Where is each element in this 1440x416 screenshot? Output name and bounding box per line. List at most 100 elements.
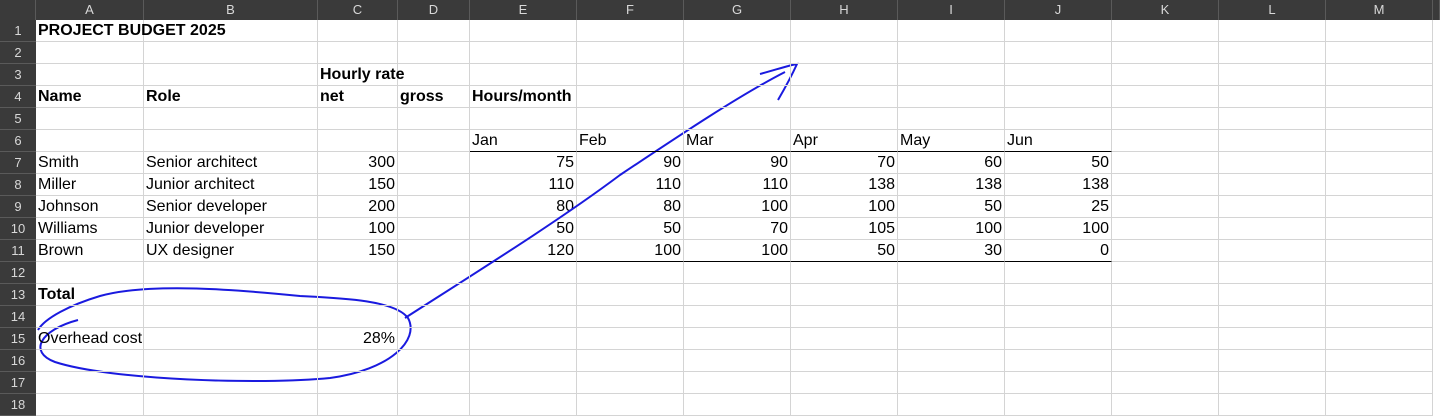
row-header-17[interactable]: 17	[0, 372, 36, 394]
cell-D5[interactable]	[398, 108, 470, 130]
cell-I4[interactable]	[898, 86, 1005, 108]
cell-C17[interactable]	[318, 372, 398, 394]
row-header-16[interactable]: 16	[0, 350, 36, 372]
cell-C1[interactable]	[318, 20, 398, 42]
cell-A4[interactable]: Name	[36, 86, 144, 108]
cell-D13[interactable]	[398, 284, 470, 306]
cell-C9[interactable]: 200	[318, 196, 398, 218]
cell-D10[interactable]	[398, 218, 470, 240]
cell-J15[interactable]	[1005, 328, 1112, 350]
cell-B8[interactable]: Junior architect	[144, 174, 318, 196]
cell-H8[interactable]: 138	[791, 174, 898, 196]
cell-K7[interactable]	[1112, 152, 1219, 174]
cell-H6[interactable]: Apr	[791, 130, 898, 152]
cell-L12[interactable]	[1219, 262, 1326, 284]
cell-H14[interactable]	[791, 306, 898, 328]
cell-M1[interactable]	[1326, 20, 1433, 42]
cell-G14[interactable]	[684, 306, 791, 328]
cell-K11[interactable]	[1112, 240, 1219, 262]
cell-G2[interactable]	[684, 42, 791, 64]
cell-M17[interactable]	[1326, 372, 1433, 394]
cell-C12[interactable]	[318, 262, 398, 284]
cell-B13[interactable]	[144, 284, 318, 306]
cell-B12[interactable]	[144, 262, 318, 284]
row-header-15[interactable]: 15	[0, 328, 36, 350]
cell-J13[interactable]	[1005, 284, 1112, 306]
cell-A12[interactable]	[36, 262, 144, 284]
cell-B11[interactable]: UX designer	[144, 240, 318, 262]
cell-G18[interactable]	[684, 394, 791, 416]
cell-E12[interactable]	[470, 262, 577, 284]
cell-I6[interactable]: May	[898, 130, 1005, 152]
cell-G3[interactable]	[684, 64, 791, 86]
row-header-2[interactable]: 2	[0, 42, 36, 64]
cell-J8[interactable]: 138	[1005, 174, 1112, 196]
cell-J7[interactable]: 50	[1005, 152, 1112, 174]
cell-F17[interactable]	[577, 372, 684, 394]
cell-E15[interactable]	[470, 328, 577, 350]
cell-J18[interactable]	[1005, 394, 1112, 416]
cell-J14[interactable]	[1005, 306, 1112, 328]
cell-M8[interactable]	[1326, 174, 1433, 196]
cell-L5[interactable]	[1219, 108, 1326, 130]
cell-B18[interactable]	[144, 394, 318, 416]
cell-J11[interactable]: 0	[1005, 240, 1112, 262]
cell-G6[interactable]: Mar	[684, 130, 791, 152]
cell-H9[interactable]: 100	[791, 196, 898, 218]
cell-A2[interactable]	[36, 42, 144, 64]
cell-I5[interactable]	[898, 108, 1005, 130]
cell-D8[interactable]	[398, 174, 470, 196]
cell-K9[interactable]	[1112, 196, 1219, 218]
cell-F11[interactable]: 100	[577, 240, 684, 262]
cell-F5[interactable]	[577, 108, 684, 130]
cell-B17[interactable]	[144, 372, 318, 394]
cell-H11[interactable]: 50	[791, 240, 898, 262]
cell-L4[interactable]	[1219, 86, 1326, 108]
cell-H3[interactable]	[791, 64, 898, 86]
column-header-F[interactable]: F	[577, 0, 684, 20]
cell-D4[interactable]: gross	[398, 86, 470, 108]
cell-I2[interactable]	[898, 42, 1005, 64]
cell-H15[interactable]	[791, 328, 898, 350]
cell-K5[interactable]	[1112, 108, 1219, 130]
cell-L16[interactable]	[1219, 350, 1326, 372]
row-header-11[interactable]: 11	[0, 240, 36, 262]
cell-F13[interactable]	[577, 284, 684, 306]
select-all-corner[interactable]	[0, 0, 36, 20]
cell-D11[interactable]	[398, 240, 470, 262]
cell-C10[interactable]: 100	[318, 218, 398, 240]
cell-G17[interactable]	[684, 372, 791, 394]
cell-B16[interactable]	[144, 350, 318, 372]
cell-M14[interactable]	[1326, 306, 1433, 328]
cell-K10[interactable]	[1112, 218, 1219, 240]
cell-E6[interactable]: Jan	[470, 130, 577, 152]
cell-K2[interactable]	[1112, 42, 1219, 64]
cell-L18[interactable]	[1219, 394, 1326, 416]
cell-M2[interactable]	[1326, 42, 1433, 64]
cell-G7[interactable]: 90	[684, 152, 791, 174]
row-header-5[interactable]: 5	[0, 108, 36, 130]
cell-L6[interactable]	[1219, 130, 1326, 152]
cell-F8[interactable]: 110	[577, 174, 684, 196]
cell-A14[interactable]	[36, 306, 144, 328]
cell-C5[interactable]	[318, 108, 398, 130]
cell-F2[interactable]	[577, 42, 684, 64]
cell-D18[interactable]	[398, 394, 470, 416]
cell-A13[interactable]: Total	[36, 284, 144, 306]
cell-J6[interactable]: Jun	[1005, 130, 1112, 152]
cell-F10[interactable]: 50	[577, 218, 684, 240]
column-header-I[interactable]: I	[898, 0, 1005, 20]
column-header-C[interactable]: C	[318, 0, 398, 20]
column-header-E[interactable]: E	[470, 0, 577, 20]
cell-D9[interactable]	[398, 196, 470, 218]
cell-H4[interactable]	[791, 86, 898, 108]
cell-C2[interactable]	[318, 42, 398, 64]
cell-H2[interactable]	[791, 42, 898, 64]
cell-M5[interactable]	[1326, 108, 1433, 130]
cell-I7[interactable]: 60	[898, 152, 1005, 174]
cell-K18[interactable]	[1112, 394, 1219, 416]
cell-C14[interactable]	[318, 306, 398, 328]
cell-J16[interactable]	[1005, 350, 1112, 372]
cell-B10[interactable]: Junior developer	[144, 218, 318, 240]
